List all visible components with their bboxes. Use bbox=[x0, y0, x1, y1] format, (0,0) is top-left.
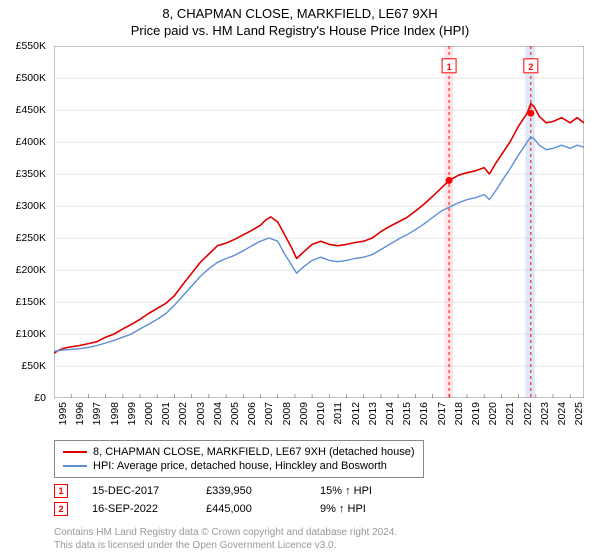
y-tick-label: £50K bbox=[21, 360, 46, 372]
y-tick-label: £300K bbox=[16, 200, 46, 212]
chart-container: 8, CHAPMAN CLOSE, MARKFIELD, LE67 9XH Pr… bbox=[0, 0, 600, 560]
marker-box-1: 1 bbox=[54, 484, 68, 498]
marker-pct: 15% ↑ HPI bbox=[320, 485, 410, 497]
x-tick-label: 2002 bbox=[177, 402, 189, 425]
marker-date: 15-DEC-2017 bbox=[92, 485, 182, 497]
x-tick-label: 2022 bbox=[522, 402, 534, 425]
legend-swatch-property bbox=[63, 451, 87, 453]
x-tick-label: 2005 bbox=[229, 402, 241, 425]
marker-rows: 1 15-DEC-2017 £339,950 15% ↑ HPI 2 16-SE… bbox=[54, 482, 410, 518]
x-tick-label: 2023 bbox=[539, 402, 551, 425]
x-tick-label: 2007 bbox=[263, 402, 275, 425]
x-tick-label: 2010 bbox=[315, 402, 327, 425]
x-tick-label: 2021 bbox=[504, 402, 516, 425]
footer: Contains HM Land Registry data © Crown c… bbox=[54, 526, 397, 552]
y-tick-label: £0 bbox=[34, 392, 46, 404]
y-tick-label: £350K bbox=[16, 168, 46, 180]
y-axis-labels: £0£50K£100K£150K£200K£250K£300K£350K£400… bbox=[0, 46, 50, 398]
legend: 8, CHAPMAN CLOSE, MARKFIELD, LE67 9XH (d… bbox=[54, 440, 424, 478]
x-tick-label: 2025 bbox=[573, 402, 585, 425]
title-block: 8, CHAPMAN CLOSE, MARKFIELD, LE67 9XH Pr… bbox=[0, 0, 600, 38]
x-tick-label: 2016 bbox=[418, 402, 430, 425]
title-subtitle: Price paid vs. HM Land Registry's House … bbox=[0, 23, 600, 38]
footer-line1: Contains HM Land Registry data © Crown c… bbox=[54, 526, 397, 539]
x-tick-label: 2012 bbox=[350, 402, 362, 425]
x-tick-label: 2017 bbox=[436, 402, 448, 425]
marker-price: £339,950 bbox=[206, 485, 296, 497]
x-tick-label: 2001 bbox=[160, 402, 172, 425]
legend-row: 8, CHAPMAN CLOSE, MARKFIELD, LE67 9XH (d… bbox=[63, 445, 415, 459]
marker-row: 1 15-DEC-2017 £339,950 15% ↑ HPI bbox=[54, 482, 410, 500]
x-tick-label: 2008 bbox=[281, 402, 293, 425]
x-tick-label: 2011 bbox=[332, 402, 344, 425]
x-tick-label: 2013 bbox=[367, 402, 379, 425]
x-tick-label: 2014 bbox=[384, 402, 396, 425]
y-tick-label: £100K bbox=[16, 328, 46, 340]
x-tick-label: 1998 bbox=[109, 402, 121, 425]
y-tick-label: £550K bbox=[16, 40, 46, 52]
legend-row: HPI: Average price, detached house, Hinc… bbox=[63, 459, 415, 473]
y-tick-label: £450K bbox=[16, 104, 46, 116]
y-tick-label: £400K bbox=[16, 136, 46, 148]
x-tick-label: 1997 bbox=[91, 402, 103, 425]
legend-label-hpi: HPI: Average price, detached house, Hinc… bbox=[93, 460, 387, 472]
x-tick-label: 1996 bbox=[74, 402, 86, 425]
marker-date: 16-SEP-2022 bbox=[92, 503, 182, 515]
x-tick-label: 1995 bbox=[57, 402, 69, 425]
y-tick-label: £250K bbox=[16, 232, 46, 244]
x-tick-label: 2000 bbox=[143, 402, 155, 425]
legend-swatch-hpi bbox=[63, 465, 87, 467]
legend-label-property: 8, CHAPMAN CLOSE, MARKFIELD, LE67 9XH (d… bbox=[93, 446, 415, 458]
svg-text:1: 1 bbox=[447, 62, 452, 72]
x-tick-label: 2003 bbox=[195, 402, 207, 425]
marker-box-2: 2 bbox=[54, 502, 68, 516]
x-tick-label: 2015 bbox=[401, 402, 413, 425]
svg-text:2: 2 bbox=[528, 62, 533, 72]
x-tick-label: 2019 bbox=[470, 402, 482, 425]
footer-line2: This data is licensed under the Open Gov… bbox=[54, 539, 397, 552]
y-tick-label: £200K bbox=[16, 264, 46, 276]
x-tick-label: 2020 bbox=[487, 402, 499, 425]
marker-pct: 9% ↑ HPI bbox=[320, 503, 410, 515]
x-tick-label: 2004 bbox=[212, 402, 224, 425]
x-axis-labels: 1995 1996 1997 1998 1999 2000 2001 2002 2003 2004… bbox=[54, 398, 584, 438]
marker-price: £445,000 bbox=[206, 503, 296, 515]
x-tick-label: 2006 bbox=[246, 402, 258, 425]
x-tick-label: 2009 bbox=[298, 402, 310, 425]
x-tick-label: 2018 bbox=[453, 402, 465, 425]
marker-row: 2 16-SEP-2022 £445,000 9% ↑ HPI bbox=[54, 500, 410, 518]
y-tick-label: £150K bbox=[16, 296, 46, 308]
x-tick-label: 1999 bbox=[126, 402, 138, 425]
chart-svg: 12 bbox=[54, 46, 584, 398]
y-tick-label: £500K bbox=[16, 72, 46, 84]
x-tick-label: 2024 bbox=[556, 402, 568, 425]
title-address: 8, CHAPMAN CLOSE, MARKFIELD, LE67 9XH bbox=[0, 6, 600, 21]
chart-plot-area: 12 bbox=[54, 46, 584, 398]
